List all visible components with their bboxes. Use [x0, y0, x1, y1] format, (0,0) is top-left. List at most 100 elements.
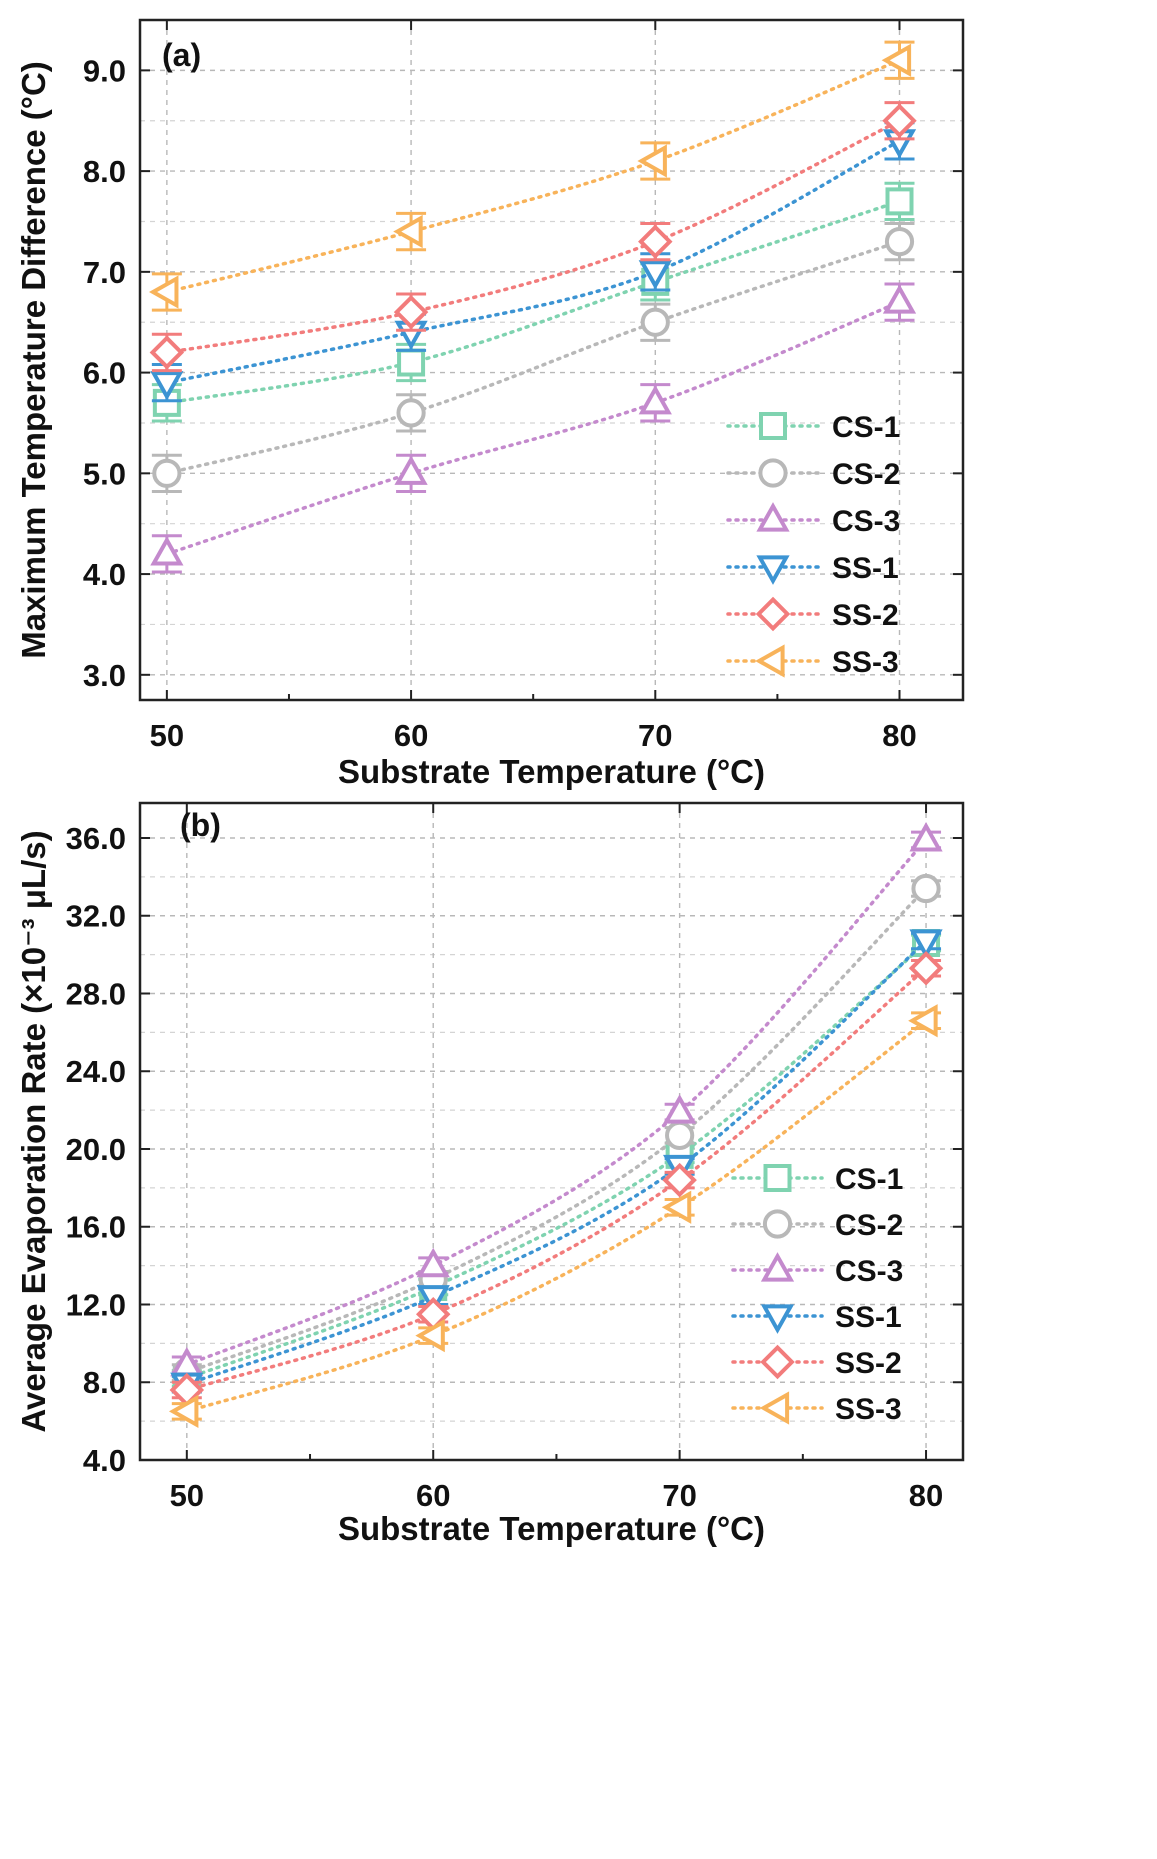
legend-label: SS-1	[835, 1301, 902, 1334]
series-ss-3	[148, 40, 915, 312]
series-line	[185, 966, 928, 1392]
series-cs-3	[170, 822, 943, 1377]
legend: CS-1 CS-2 CS-3 SS-1 SS-2 SS-3	[731, 1163, 903, 1426]
data-point	[638, 224, 673, 259]
x-tick-label: 80	[909, 1478, 943, 1513]
x-tick-label: 70	[662, 1478, 696, 1513]
data-point	[148, 275, 179, 309]
data-point	[416, 1247, 450, 1278]
legend-marker	[758, 458, 788, 488]
data-point	[638, 260, 672, 290]
series-line	[165, 199, 902, 405]
y-tick-label: 20.0	[66, 1132, 126, 1167]
data-point	[909, 822, 943, 852]
data-point	[908, 950, 944, 986]
series-line	[165, 58, 902, 294]
series-line	[185, 941, 928, 1381]
legend-marker	[760, 1304, 795, 1334]
legend-marker	[755, 644, 785, 678]
legend-label: SS-3	[832, 646, 899, 679]
series-line	[185, 939, 928, 1386]
legend-marker	[760, 1252, 795, 1282]
y-tick-label: 32.0	[66, 899, 126, 934]
legend-item: SS-1	[731, 1301, 902, 1334]
legend: CS-1 CS-2 CS-3 SS-1 SS-2 SS-3	[726, 411, 900, 679]
legend-label: CS-1	[835, 1163, 903, 1196]
data-point	[637, 144, 667, 178]
data-point	[882, 103, 917, 138]
legend-item: CS-3	[731, 1252, 903, 1288]
y-tick-label: 8.0	[83, 154, 126, 189]
series-ss-2	[169, 950, 944, 1408]
plot-frame	[138, 18, 965, 702]
x-tick-label: 50	[150, 718, 184, 753]
legend-label: CS-3	[832, 505, 900, 538]
series-cs-3	[150, 282, 917, 574]
legend-label: CS-3	[835, 1255, 903, 1288]
y-tick-label: 8.0	[83, 1365, 126, 1400]
series-cs-1	[151, 181, 915, 423]
y-tick-label: 12.0	[66, 1287, 126, 1322]
data-point	[661, 1190, 692, 1224]
data-point	[150, 371, 184, 401]
data-point	[884, 227, 915, 257]
data-point	[885, 187, 914, 216]
data-point	[393, 294, 429, 330]
data-point	[909, 929, 943, 959]
y-tick-label: 24.0	[66, 1054, 126, 1089]
series-line	[185, 838, 928, 1367]
data-point	[663, 1094, 697, 1124]
legend-marker	[759, 412, 787, 440]
legend-marker	[762, 1209, 793, 1239]
data-point	[396, 398, 426, 428]
legend-item: SS-3	[726, 644, 899, 679]
y-tick-label: 28.0	[66, 976, 126, 1011]
legend-label: CS-2	[832, 458, 900, 491]
data-point	[662, 1162, 697, 1198]
series-ss-3	[168, 1004, 942, 1429]
series-line	[165, 239, 902, 476]
y-tick-label: 5.0	[83, 456, 126, 491]
data-point	[882, 284, 917, 314]
y-tick-label: 6.0	[83, 356, 126, 391]
chart-a: 3.04.05.06.07.08.09.050 60 70 80CS-1CS-2CS-…	[15, 18, 965, 790]
y-tick-label: 4.0	[83, 1443, 126, 1478]
y-axis-label: Average Evaporation Rate (×10⁻³ μL/s)	[15, 830, 52, 1432]
legend-item: CS-3	[726, 502, 900, 538]
legend-item: CS-2	[731, 1209, 903, 1242]
series-line	[185, 886, 928, 1375]
legend-marker	[756, 502, 790, 532]
legend-marker	[760, 1344, 795, 1380]
legend-marker	[763, 1164, 792, 1192]
chart-b: 4.0 8.0 12.0 16.0 20.0 24.0 28.0 32.0 36.0 50 60 70…	[15, 801, 965, 1547]
series-ss-2	[149, 101, 917, 373]
x-tick-label: 80	[882, 718, 916, 753]
data-point	[638, 384, 672, 415]
series-line	[165, 300, 902, 556]
y-tick-label: 9.0	[83, 53, 126, 88]
y-tick-label: 3.0	[83, 658, 126, 693]
data-point	[911, 873, 941, 904]
x-tick-label: 60	[394, 718, 428, 753]
x-tick-label: 60	[416, 1478, 450, 1513]
legend-marker	[756, 555, 790, 585]
legend-label: SS-2	[832, 599, 899, 632]
legend-item: CS-1	[726, 411, 900, 444]
panel-label: (b)	[180, 807, 221, 843]
legend-label: SS-3	[835, 1393, 902, 1426]
series-line	[165, 118, 902, 355]
y-tick-label: 36.0	[66, 821, 126, 856]
legend-item: CS-2	[726, 458, 900, 491]
series-cs-1	[171, 928, 942, 1393]
legend-label: CS-1	[832, 411, 900, 444]
legend-label: SS-1	[832, 552, 899, 585]
y-tick-label: 4.0	[83, 557, 126, 592]
data-point	[393, 214, 423, 249]
series-cs-2	[151, 221, 915, 493]
y-tick-label: 16.0	[66, 1210, 126, 1245]
data-point	[397, 348, 426, 377]
data-point	[640, 307, 670, 337]
legend-label: SS-2	[835, 1347, 902, 1380]
data-point	[152, 458, 182, 488]
